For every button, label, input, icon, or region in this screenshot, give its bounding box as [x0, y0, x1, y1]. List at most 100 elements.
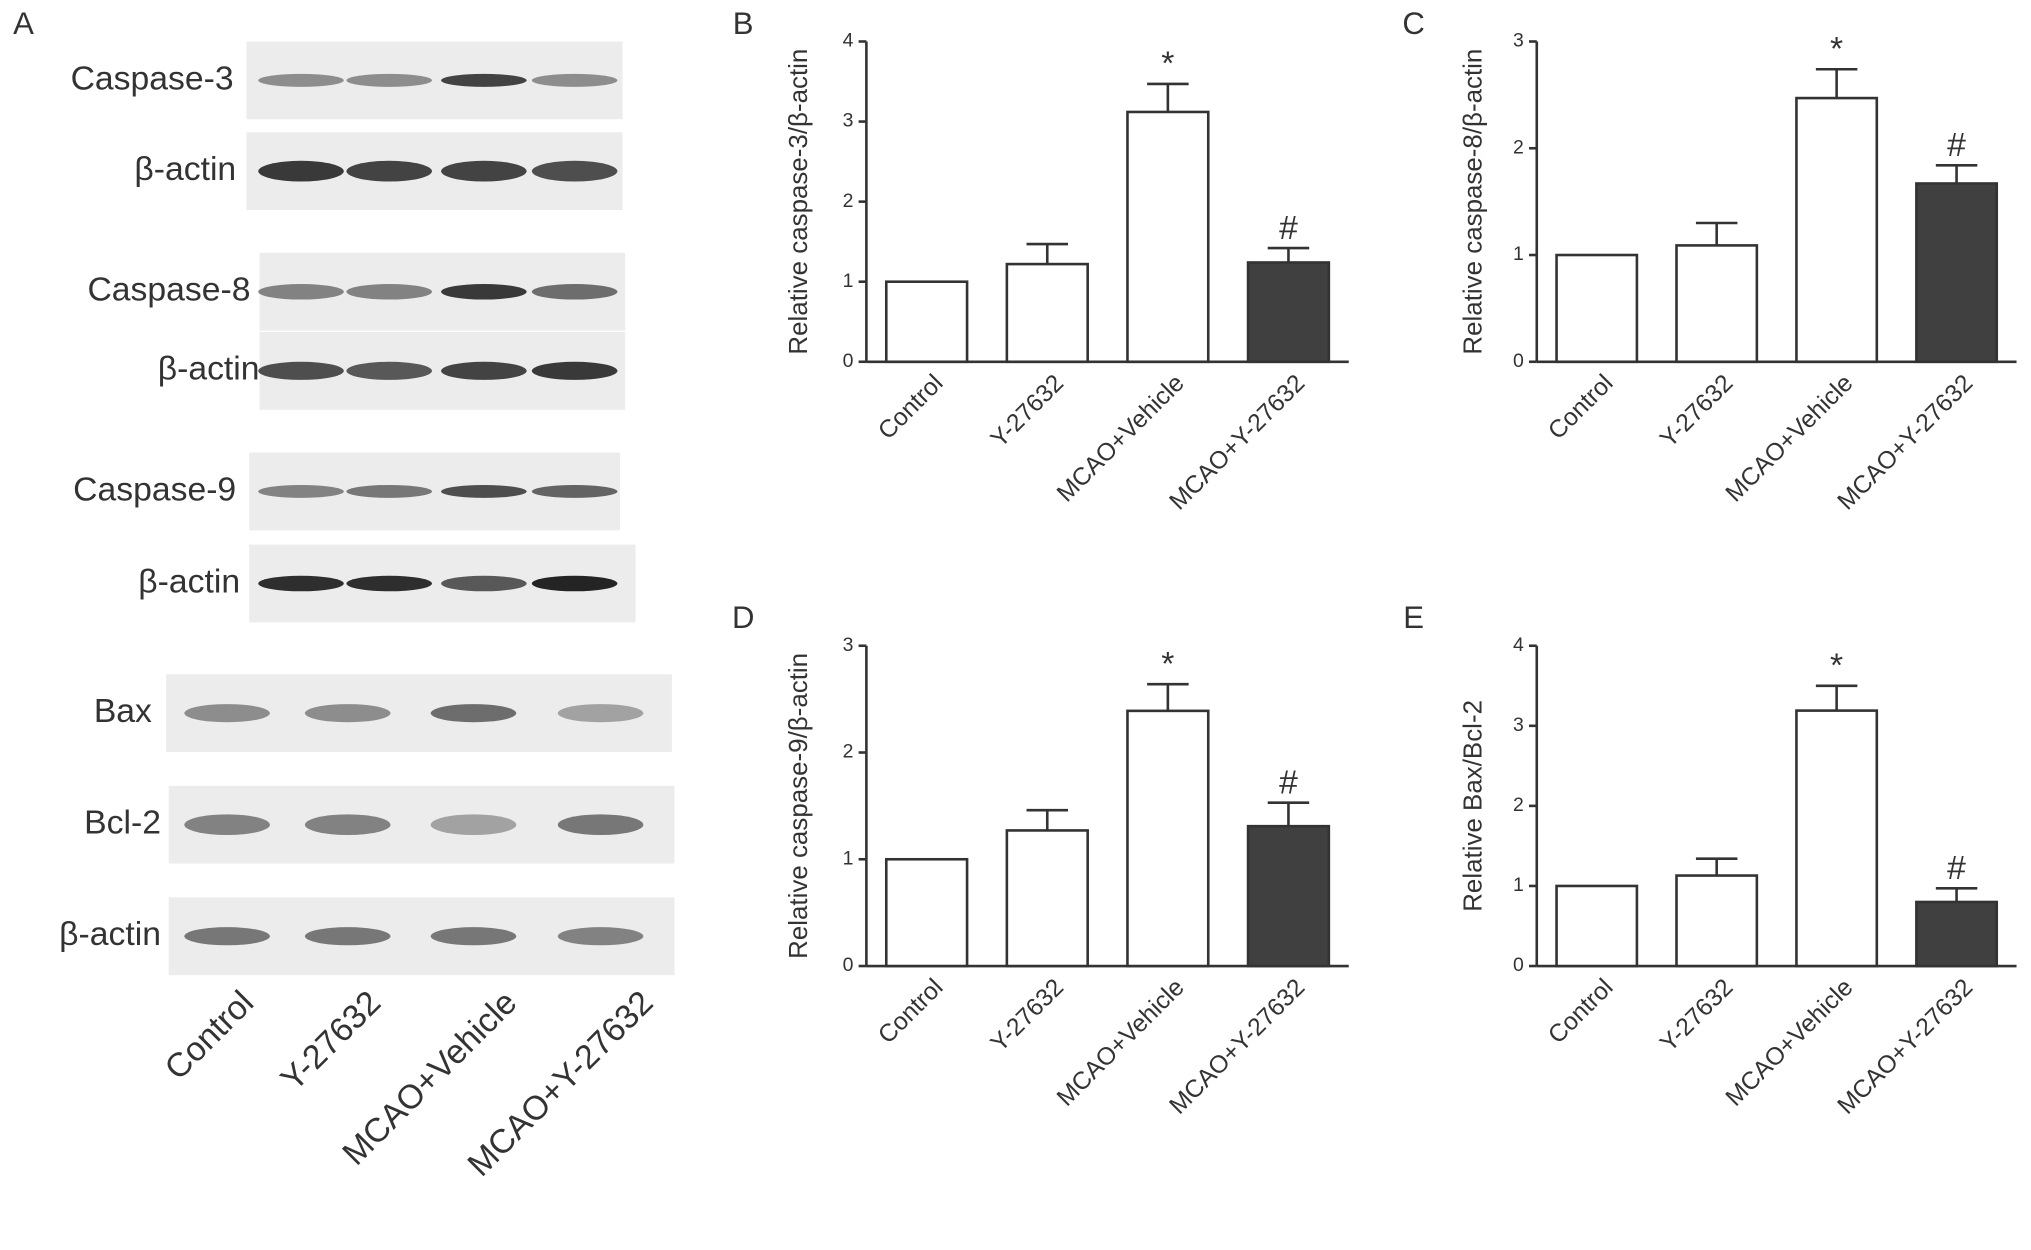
- y-tick-label: 1: [843, 270, 854, 292]
- panel-letter: C: [1402, 6, 1424, 41]
- bar: [1005, 829, 1089, 968]
- significance-marker: #: [1279, 209, 1298, 247]
- blot-band: [441, 575, 527, 592]
- panel-letter: E: [1403, 600, 1424, 635]
- blot-band: [441, 160, 527, 182]
- bar: [1005, 262, 1089, 364]
- significance-marker: *: [1161, 645, 1174, 683]
- blot-row-label: Caspase-8: [87, 271, 250, 309]
- y-axis-label: Relative Bax/Bcl-2: [1459, 700, 1487, 912]
- blot-band: [346, 361, 432, 380]
- blot-band: [441, 484, 527, 498]
- x-tick-label: Y-27632: [986, 974, 1069, 1057]
- blot-band: [304, 927, 391, 946]
- blot-lane-label: Y-27632: [273, 984, 388, 1099]
- blot-row-label: Caspase-9: [73, 470, 236, 508]
- significance-marker: #: [1947, 849, 1966, 887]
- blot-band: [304, 814, 391, 836]
- panel-letter: B: [733, 6, 754, 41]
- y-tick-label: 0: [843, 350, 854, 372]
- bar: [1555, 253, 1639, 364]
- significance-marker: *: [1830, 30, 1843, 68]
- blot-row-label: β-actin: [134, 150, 236, 188]
- x-tick-label: MCAO+Vehicle: [1052, 370, 1190, 508]
- blot-band: [346, 484, 432, 498]
- x-tick-label: Y-27632: [986, 370, 1069, 453]
- bar: [1555, 884, 1639, 968]
- y-axis-label: Relative caspase-8/β-actin: [1459, 49, 1487, 355]
- y-tick-label: 3: [843, 634, 854, 656]
- blot-band: [557, 814, 644, 836]
- x-tick-label: Control: [873, 974, 948, 1049]
- blot-row-label: β-actin: [59, 915, 161, 953]
- blot-band: [346, 283, 432, 300]
- blot-band: [557, 927, 644, 946]
- blot-row-label: Caspase-3: [71, 59, 234, 97]
- x-tick-label: MCAO+Vehicle: [1721, 370, 1859, 508]
- blot-band: [184, 814, 270, 836]
- y-tick-label: 4: [1513, 634, 1524, 656]
- blot-band: [531, 361, 618, 380]
- blot-band: [346, 160, 432, 182]
- blot-band: [441, 73, 527, 87]
- y-tick-label: 1: [1513, 874, 1524, 896]
- bar: [1915, 182, 1999, 364]
- blot-row-label: Bax: [94, 692, 152, 730]
- blot-band: [258, 160, 344, 182]
- y-tick-label: 1: [843, 847, 854, 869]
- blot-band: [557, 704, 644, 723]
- blot-row-label: β-actin: [158, 350, 260, 388]
- bar: [1246, 824, 1331, 968]
- x-tick-label: Y-27632: [1655, 370, 1738, 453]
- significance-marker: #: [1947, 126, 1966, 164]
- bar: [1795, 96, 1879, 364]
- blot-band: [258, 283, 344, 300]
- blot-band: [531, 73, 618, 87]
- y-tick-label: 3: [843, 110, 854, 132]
- blot-band: [304, 704, 391, 723]
- blot-band: [531, 283, 618, 300]
- y-tick-label: 2: [843, 741, 854, 763]
- y-tick-label: 3: [1513, 30, 1524, 52]
- bar: [1675, 244, 1759, 364]
- y-tick-label: 2: [843, 190, 854, 212]
- blot-band: [346, 73, 432, 87]
- blot-lane-label: Control: [157, 984, 261, 1088]
- x-tick-label: MCAO+Vehicle: [1052, 974, 1190, 1112]
- blot-band: [430, 927, 517, 946]
- x-tick-label: Control: [1543, 974, 1618, 1049]
- y-tick-label: 3: [1513, 714, 1524, 736]
- significance-marker: *: [1830, 647, 1843, 685]
- panel-letter: A: [13, 6, 34, 41]
- y-tick-label: 1: [1513, 243, 1524, 265]
- blot-band: [441, 283, 527, 300]
- x-tick-label: MCAO+Vehicle: [1721, 974, 1859, 1112]
- significance-marker: *: [1161, 45, 1174, 83]
- bar: [1126, 709, 1210, 968]
- bar: [884, 857, 969, 968]
- blot-band: [430, 704, 517, 723]
- x-tick-label: Control: [1543, 370, 1618, 445]
- blot-band: [258, 575, 344, 592]
- y-axis-label: Relative caspase-9/β-actin: [785, 653, 813, 959]
- blot-band: [441, 361, 527, 380]
- y-tick-label: 0: [843, 954, 854, 976]
- y-tick-label: 0: [1513, 954, 1524, 976]
- x-tick-label: Y-27632: [1655, 974, 1738, 1057]
- blot-band: [258, 484, 344, 498]
- blot-band: [531, 160, 618, 182]
- x-tick-label: Control: [873, 370, 948, 445]
- blot-band: [184, 704, 270, 723]
- blot-band: [346, 575, 432, 592]
- blot-band: [184, 927, 270, 946]
- blot-band: [258, 73, 344, 87]
- bar: [1795, 709, 1879, 968]
- y-tick-label: 4: [843, 30, 854, 52]
- y-axis-label: Relative caspase-3/β-actin: [785, 49, 813, 355]
- bar: [1915, 900, 1999, 968]
- bar: [1246, 261, 1331, 364]
- blot-band: [531, 484, 618, 498]
- significance-marker: #: [1279, 763, 1298, 801]
